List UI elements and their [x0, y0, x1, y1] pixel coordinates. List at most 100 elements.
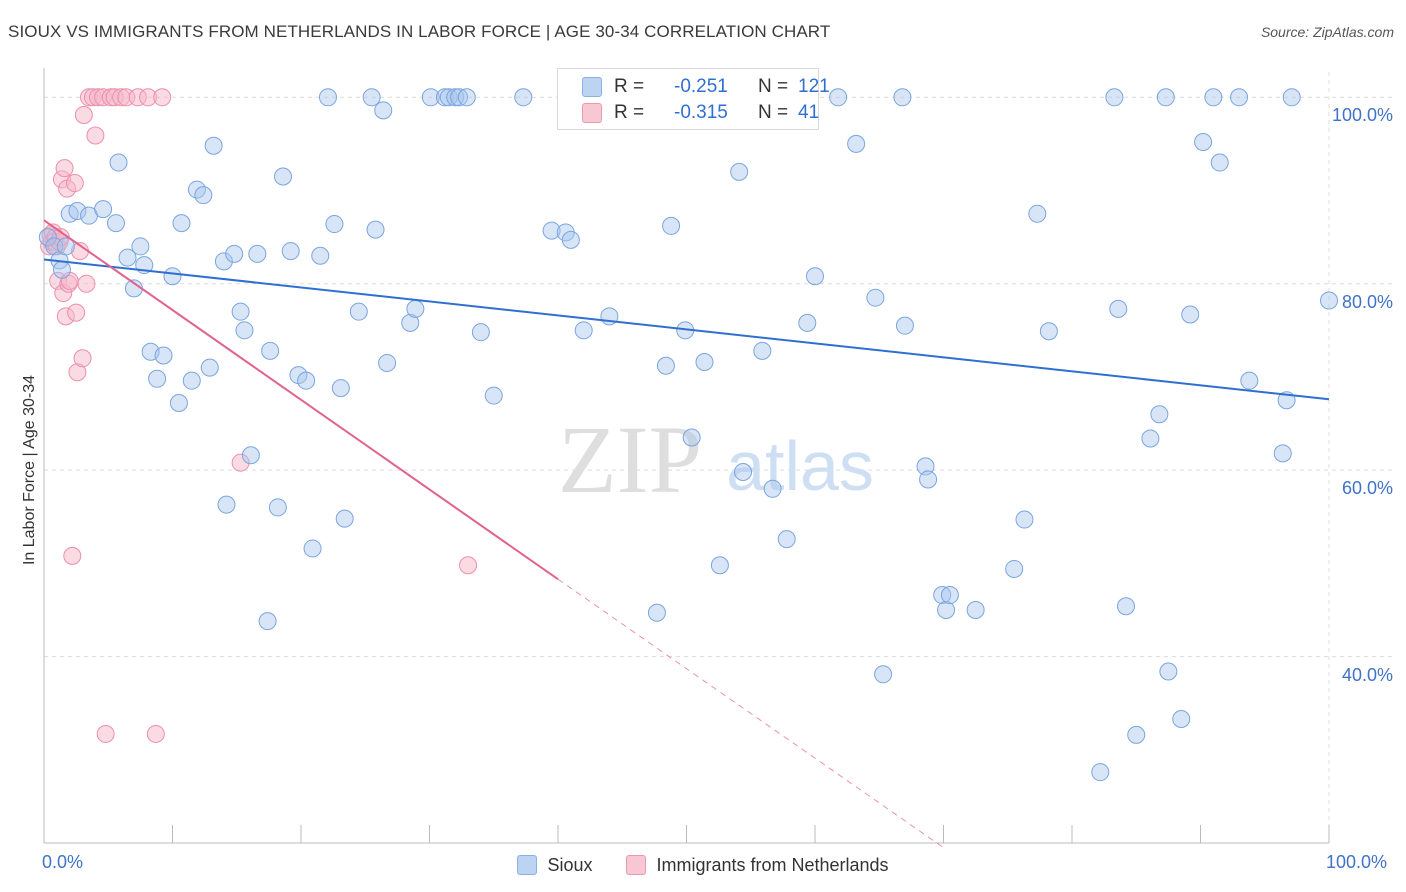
sioux-point: [258, 612, 277, 631]
netherlands-point: [146, 724, 165, 743]
sioux-point: [798, 313, 817, 332]
sioux-point: [574, 321, 593, 340]
sioux-point: [214, 252, 233, 271]
sioux-point: [311, 246, 330, 265]
sioux-point: [471, 323, 490, 342]
sioux-point: [331, 379, 350, 398]
sioux-point: [439, 88, 458, 107]
sioux-point: [1028, 204, 1047, 223]
netherlands-swatch: [582, 103, 602, 123]
sioux-point: [1230, 88, 1249, 107]
netherlands-point: [67, 303, 86, 322]
stats-legend-box: R = -0.251 N = 121 R = -0.315 N = 41: [557, 68, 830, 130]
sioux-point: [937, 600, 956, 619]
sioux-point: [866, 288, 885, 307]
r-label: R =: [614, 102, 645, 123]
sioux-trend-line: [43, 258, 1330, 401]
sioux-point: [457, 88, 476, 107]
sioux-point: [94, 200, 113, 219]
series-netherlands-points: [40, 88, 478, 743]
sioux-swatch: [517, 855, 538, 875]
sioux-point: [172, 214, 191, 233]
legend-item-netherlands[interactable]: Immigrants from Netherlands: [626, 855, 889, 876]
chart-title: SIOUX VS IMMIGRANTS FROM NETHERLANDS IN …: [8, 22, 831, 41]
y-tick-label: 80.0%: [1341, 291, 1393, 312]
sioux-point: [68, 202, 87, 221]
netherlands-point: [459, 556, 478, 575]
sioux-point: [1210, 153, 1229, 172]
sioux-point: [349, 302, 368, 321]
x-tick-label-min: 0.0%: [42, 852, 84, 872]
series-sioux-points: [38, 88, 1338, 782]
sioux-point: [1127, 725, 1146, 744]
legend-item-sioux[interactable]: Sioux: [517, 855, 592, 876]
watermark-atlas: atlas: [726, 427, 874, 505]
sioux-point: [656, 356, 675, 375]
sioux-point: [829, 88, 848, 107]
netherlands-swatch: [626, 855, 647, 875]
watermark-zip: ZIP: [558, 406, 702, 513]
sioux-point: [710, 556, 729, 575]
sioux-point: [514, 88, 533, 107]
sioux-point: [366, 220, 385, 239]
sioux-point: [561, 230, 580, 249]
netherlands-point: [55, 159, 74, 178]
sioux-swatch: [582, 77, 602, 97]
sioux-point: [303, 539, 322, 558]
sioux-point: [421, 88, 440, 107]
netherlands-trend-extension: [557, 578, 944, 849]
n-value: 121: [798, 76, 830, 97]
sioux-point: [1156, 88, 1175, 107]
sioux-point: [241, 446, 260, 465]
sioux-point: [154, 346, 173, 365]
sioux-point: [682, 428, 701, 447]
r-value: -0.315: [674, 102, 728, 123]
sioux-point: [118, 248, 137, 267]
sioux-point: [56, 237, 75, 256]
sioux-point: [966, 600, 985, 619]
sioux-point: [933, 586, 952, 605]
sioux-point: [325, 215, 344, 234]
sioux-point: [777, 530, 796, 549]
netherlands-point: [96, 724, 115, 743]
watermark: ZIP atlas: [558, 406, 874, 513]
sioux-point: [542, 221, 561, 240]
netherlands-point: [74, 105, 93, 124]
sioux-point: [435, 88, 454, 107]
trend-lines: [43, 219, 1330, 849]
netherlands-point: [73, 349, 92, 368]
sioux-point: [225, 244, 244, 263]
sioux-point: [662, 216, 681, 235]
sioux-point: [647, 603, 666, 622]
x-tick-label-max: 100.0%: [1326, 852, 1388, 872]
sioux-point: [169, 394, 188, 413]
sioux-point: [1105, 88, 1124, 107]
sioux-point: [1282, 88, 1301, 107]
sioux-point: [109, 153, 128, 172]
sioux-point: [1194, 133, 1213, 152]
source-credit: Source: ZipAtlas.com: [1260, 24, 1394, 40]
sioux-point: [281, 242, 300, 261]
sioux-point: [874, 665, 893, 684]
sioux-point: [1181, 305, 1200, 324]
sioux-point: [893, 88, 912, 107]
netherlands-trend-line: [43, 219, 559, 581]
sioux-point: [131, 237, 150, 256]
sioux-point: [1172, 710, 1191, 729]
sioux-point: [1159, 662, 1178, 681]
sioux-point: [194, 186, 213, 205]
y-tick-label: 100.0%: [1331, 105, 1393, 126]
sioux-point: [1005, 559, 1024, 578]
sioux-point: [484, 386, 503, 405]
sioux-point: [231, 302, 250, 321]
sioux-point: [235, 321, 254, 340]
sioux-point: [1039, 322, 1058, 341]
sioux-point: [52, 260, 71, 279]
y-tick-label: 60.0%: [1341, 478, 1393, 499]
axes: [43, 68, 1330, 844]
netherlands-point: [153, 88, 172, 107]
n-label: N =: [758, 102, 789, 123]
sioux-point: [261, 341, 280, 360]
sioux-point: [148, 369, 167, 388]
sioux-point: [1109, 299, 1128, 318]
